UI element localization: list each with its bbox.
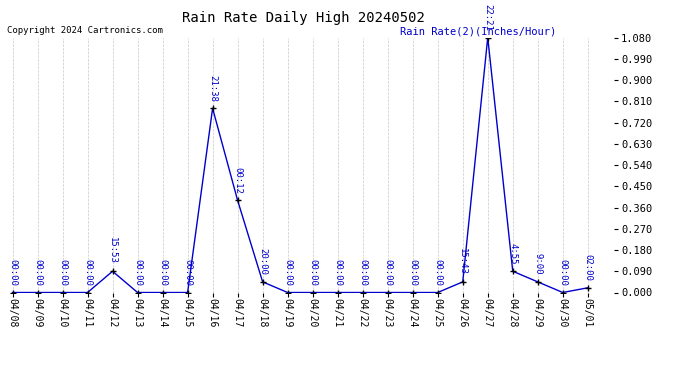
Text: 00:00: 00:00 xyxy=(383,259,392,285)
Text: 00:00: 00:00 xyxy=(283,259,292,285)
Text: 9:00: 9:00 xyxy=(533,254,542,275)
Text: 15:53: 15:53 xyxy=(108,237,117,264)
Text: 00:00: 00:00 xyxy=(183,259,192,285)
Text: 00:00: 00:00 xyxy=(133,259,142,285)
Text: 00:00: 00:00 xyxy=(558,259,567,285)
Text: 00:00: 00:00 xyxy=(158,259,167,285)
Text: 00:00: 00:00 xyxy=(83,259,92,285)
Text: 00:00: 00:00 xyxy=(8,259,17,285)
Text: 00:00: 00:00 xyxy=(308,259,317,285)
Text: 15:43: 15:43 xyxy=(458,248,467,275)
Text: 4:55: 4:55 xyxy=(509,243,518,264)
Text: 00:00: 00:00 xyxy=(433,259,442,285)
Text: Copyright 2024 Cartronics.com: Copyright 2024 Cartronics.com xyxy=(7,26,163,35)
Text: 00:00: 00:00 xyxy=(33,259,42,285)
Text: 00:12: 00:12 xyxy=(233,166,242,194)
Text: 00:00: 00:00 xyxy=(58,259,67,285)
Text: 00:00: 00:00 xyxy=(333,259,342,285)
Text: Rain Rate Daily High 20240502: Rain Rate Daily High 20240502 xyxy=(182,11,425,25)
Text: 02:00: 02:00 xyxy=(583,254,592,281)
Text: 00:00: 00:00 xyxy=(408,259,417,285)
Text: 00:00: 00:00 xyxy=(358,259,367,285)
Text: Rain Rate(2)(Inches/Hour): Rain Rate(2)(Inches/Hour) xyxy=(400,26,556,36)
Text: 21:38: 21:38 xyxy=(208,75,217,101)
Text: 22:21: 22:21 xyxy=(483,4,492,30)
Text: 20:00: 20:00 xyxy=(258,248,267,275)
